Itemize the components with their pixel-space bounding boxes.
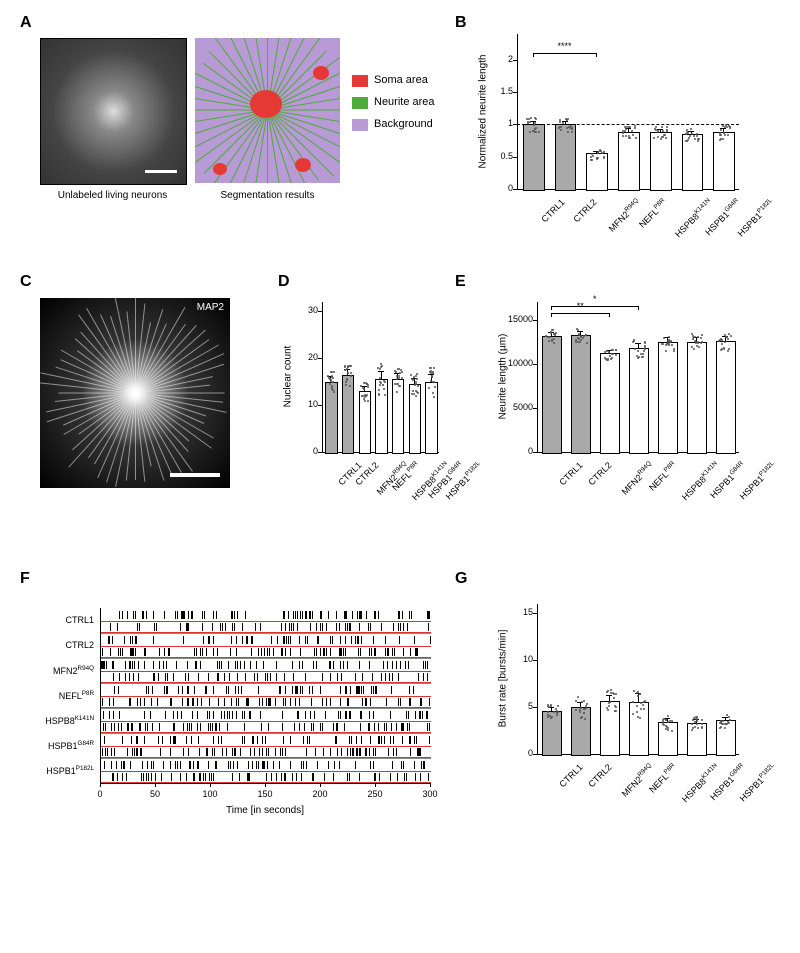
legend-1: Neurite area xyxy=(374,96,435,108)
barchart: 0102030Nuclear countCTRL1CTRL2MFN2R94QNE… xyxy=(280,298,445,458)
barchart: 050001000015000Neurite length (µm)CTRL1C… xyxy=(495,298,745,458)
panelA-right-caption: Segmentation results xyxy=(195,190,340,201)
raster-row-label-3: NEFLP8R xyxy=(22,690,94,701)
map2-label: MAP2 xyxy=(197,302,224,313)
panel-label-C: C xyxy=(20,273,32,291)
panel-label-A: A xyxy=(20,14,32,32)
raster-row-label-2: MFN2R94Q xyxy=(22,665,94,676)
panel-label-F: F xyxy=(20,570,30,588)
panel-label-D: D xyxy=(278,273,290,291)
raster-row-label-5: HSPB1G84R xyxy=(22,740,94,751)
panel-label-E: E xyxy=(455,273,466,291)
panel-label-G: G xyxy=(455,570,467,588)
panelA-left-caption: Unlabeled living neurons xyxy=(40,190,185,201)
legend-2: Background xyxy=(374,118,433,130)
raster-row-label-4: HSPB8K141N xyxy=(22,715,94,726)
raster-row-label-1: CTRL2 xyxy=(22,640,94,650)
raster-xlabel: Time [in seconds] xyxy=(100,805,430,816)
raster-row-label-6: HSPB1P182L xyxy=(22,765,94,776)
barchart: 00.511.52Normalized neurite lengthCTRL1C… xyxy=(475,30,745,195)
barchart: 051015Burst rate [bursts/min]CTRL1CTRL2M… xyxy=(495,600,745,760)
raster-row-label-0: CTRL1 xyxy=(22,615,94,625)
raster-plot xyxy=(100,608,431,784)
legend-0: Soma area xyxy=(374,74,428,86)
panel-label-B: B xyxy=(455,14,467,32)
